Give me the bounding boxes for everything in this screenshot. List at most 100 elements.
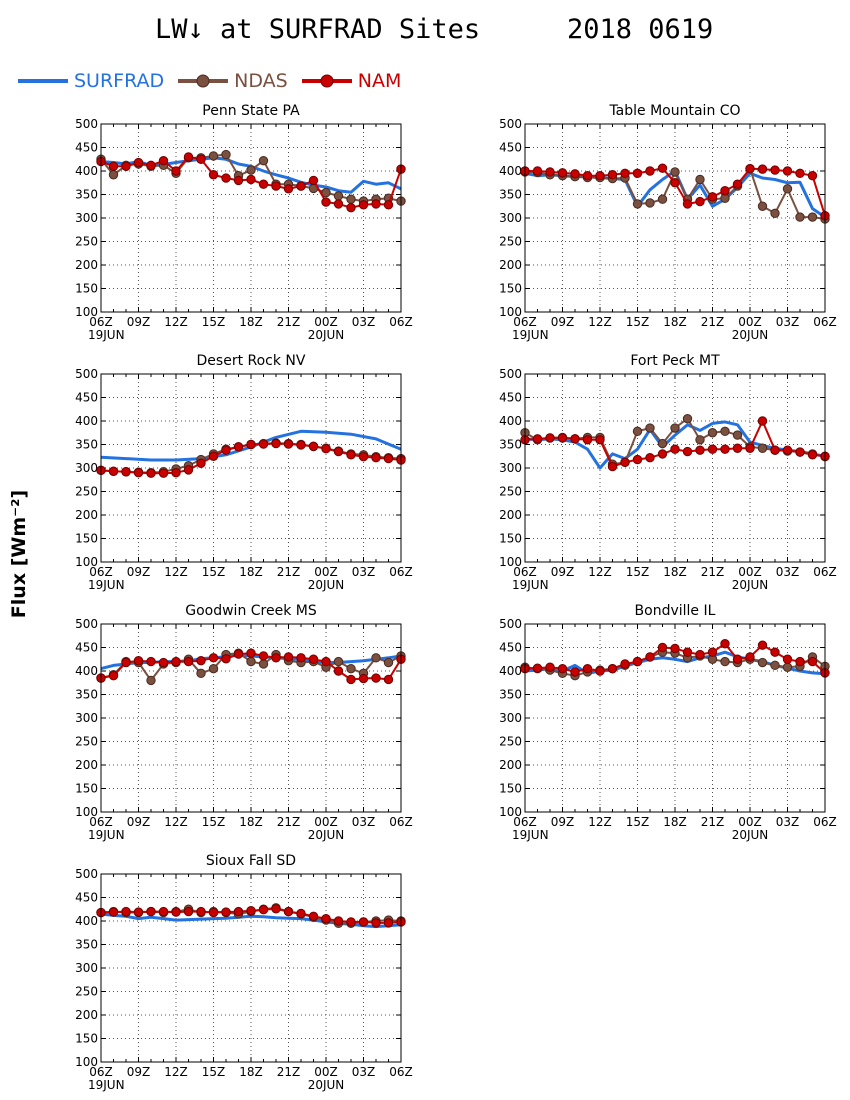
x-tick-label: 06Z <box>89 565 113 579</box>
x-tick-label: 03Z <box>352 565 376 579</box>
x-tick-label: 12Z <box>164 1065 188 1079</box>
y-tick-label: 500 <box>75 367 98 381</box>
y-tick-label: 150 <box>75 532 98 546</box>
y-tick-label: 250 <box>75 735 98 749</box>
data-point-nam <box>770 445 780 455</box>
data-point-nam <box>208 907 219 918</box>
data-point-nam <box>308 911 319 921</box>
x-tick-label: 21Z <box>277 815 301 829</box>
y-tick-label: 500 <box>75 617 98 631</box>
x-tick-label: 06Z <box>389 565 413 579</box>
y-tick-label: 250 <box>499 235 522 249</box>
y-tick-label: 450 <box>75 641 98 655</box>
x-tick-label: 21Z <box>701 315 725 329</box>
data-point-nam <box>146 160 156 171</box>
data-point-ndas <box>632 426 643 437</box>
data-point-nam <box>620 168 630 179</box>
data-point-nam <box>158 155 169 166</box>
plot-frame <box>100 623 402 813</box>
x-tick-label: 00Z <box>314 315 338 329</box>
data-point-nam <box>720 444 730 454</box>
data-point-ndas <box>757 443 768 453</box>
legend-line-nam <box>301 74 352 88</box>
chart-header: LW↓ at SURFRAD Sites 2018 0619 SURFRAD N… <box>0 0 850 110</box>
data-point-nam <box>545 167 555 177</box>
data-point-ndas <box>146 675 156 686</box>
data-point-nam <box>133 655 144 666</box>
data-point-ndas <box>782 662 793 672</box>
x-tick-label: 06Z <box>89 1065 113 1079</box>
data-point-nam <box>557 663 568 674</box>
y-tick-label: 350 <box>499 188 522 202</box>
data-point-nam <box>296 908 306 919</box>
y-tick-label: 250 <box>75 485 98 499</box>
x-tick-label: 06Z <box>513 315 537 329</box>
x-tick-label: 18Z <box>239 315 263 329</box>
data-point-nam <box>346 674 356 685</box>
data-point-nam <box>707 192 718 202</box>
y-tick-label: 450 <box>75 141 98 155</box>
x-tick-label: 12Z <box>164 565 188 579</box>
x-tick-label: 09Z <box>551 815 575 829</box>
panel-sioux-fall-sd: Sioux Fall SD 100 150 200 250 300 350 400 450 500… <box>75 853 413 1092</box>
y-tick-label: 350 <box>75 688 98 702</box>
data-point-ndas <box>108 170 119 180</box>
data-point-ndas <box>346 194 356 204</box>
data-point-nam <box>321 656 331 667</box>
x-tick-label: 18Z <box>239 815 263 829</box>
x-tick-label: 18Z <box>663 815 687 829</box>
data-point-nam <box>371 918 381 928</box>
legend-item-ndas: NDAS <box>178 70 288 92</box>
data-point-nam <box>383 200 394 210</box>
data-point-nam <box>221 907 231 917</box>
data-point-nam <box>682 446 693 457</box>
data-point-nam <box>582 171 593 181</box>
data-point-nam <box>770 647 780 657</box>
y-tick-label: 500 <box>499 117 522 131</box>
y-tick-label: 500 <box>499 367 522 381</box>
y-tick-label: 150 <box>75 1032 98 1046</box>
legend: SURFRAD NDAS NAM <box>18 68 415 94</box>
data-point-ndas <box>695 174 705 185</box>
data-point-nam <box>645 452 655 463</box>
y-tick-label: 350 <box>75 188 98 202</box>
y-tick-label: 150 <box>499 532 522 546</box>
data-point-nam <box>158 468 169 478</box>
y-tick-label: 200 <box>75 758 98 772</box>
data-point-nam <box>208 653 219 663</box>
x-date-label: 20JUN <box>732 828 769 842</box>
data-point-ndas <box>208 151 219 161</box>
data-point-ndas <box>720 656 730 667</box>
y-tick-label: 200 <box>499 258 522 272</box>
data-point-ndas <box>757 657 768 668</box>
panel-title: Sioux Fall SD <box>206 853 296 869</box>
data-point-nam <box>582 435 593 445</box>
data-point-nam <box>532 166 543 176</box>
data-point-nam <box>732 443 743 453</box>
data-point-nam <box>670 444 680 454</box>
data-point-nam <box>208 170 219 180</box>
data-point-nam <box>695 649 705 660</box>
data-point-nam <box>695 445 705 455</box>
data-point-nam <box>283 906 294 917</box>
page-title: LW↓ at SURFRAD Sites <box>155 14 481 45</box>
data-point-nam <box>358 200 369 210</box>
data-point-nam <box>321 913 331 924</box>
data-point-nam <box>807 656 818 667</box>
y-tick-label: 250 <box>75 235 98 249</box>
panel-bondville-il: Bondville IL 100 150 200 250 300 350 400 450 500 0… <box>499 603 837 842</box>
data-point-nam <box>171 907 181 917</box>
data-point-nam <box>570 667 580 677</box>
data-point-nam <box>333 666 344 676</box>
data-point-nam <box>657 642 668 653</box>
data-point-nam <box>532 663 543 673</box>
x-date-label: 19JUN <box>512 328 549 342</box>
data-point-ndas <box>657 438 668 449</box>
y-tick-label: 350 <box>75 938 98 952</box>
x-tick-label: 18Z <box>663 315 687 329</box>
plot-frame <box>100 123 402 313</box>
y-tick-label: 350 <box>499 688 522 702</box>
x-tick-label: 21Z <box>277 315 301 329</box>
y-tick-label: 400 <box>75 164 98 178</box>
data-point-nam <box>146 656 156 667</box>
